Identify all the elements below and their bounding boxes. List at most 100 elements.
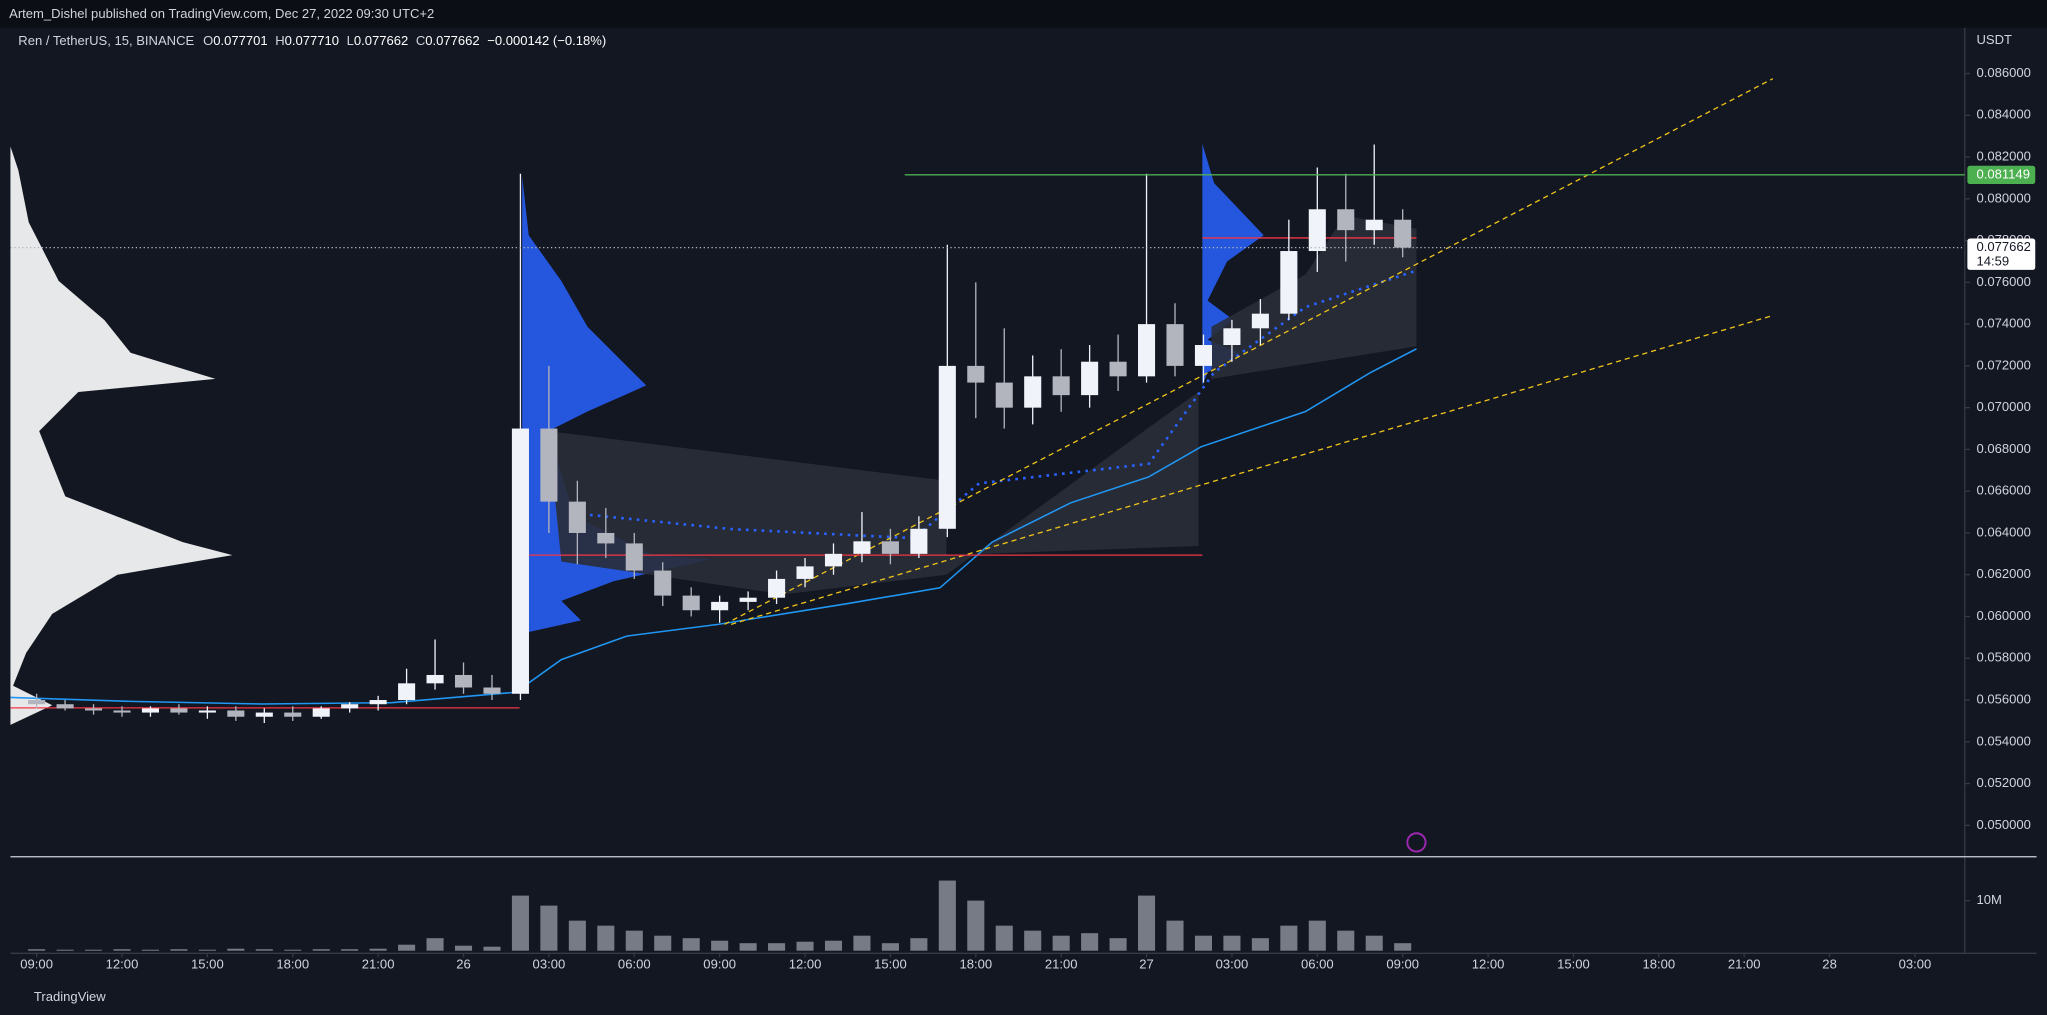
volume-bar bbox=[739, 943, 757, 951]
volume-bar bbox=[1138, 895, 1156, 951]
price-tag-label: 0.077662 bbox=[1977, 239, 2031, 254]
x-tick-label: 03:00 bbox=[1216, 957, 1249, 972]
volume-bar bbox=[426, 938, 444, 951]
volume-bar bbox=[28, 949, 46, 951]
legend-symbol: Ren / TetherUS, 15, BINANCE bbox=[18, 34, 194, 49]
legend-label: H bbox=[275, 34, 284, 49]
candle-body bbox=[938, 365, 956, 529]
alert-icon[interactable] bbox=[1406, 832, 1427, 853]
volume-bar bbox=[170, 949, 188, 951]
price-tag bbox=[1967, 165, 2036, 184]
volume-bar bbox=[85, 949, 103, 951]
volume-bar bbox=[56, 949, 74, 951]
x-tick-label: 15:00 bbox=[191, 957, 224, 972]
volume-bar bbox=[227, 948, 245, 951]
candle-body bbox=[1308, 209, 1326, 252]
candle-body bbox=[1081, 361, 1099, 396]
candle-body bbox=[170, 708, 188, 713]
volume-bar bbox=[1280, 925, 1298, 951]
x-tick-label: 12:00 bbox=[106, 957, 139, 972]
y-tick-label: 0.052000 bbox=[1977, 775, 2031, 790]
countdown: 14:59 bbox=[1977, 253, 2010, 268]
candle-body bbox=[1024, 376, 1042, 408]
candle-body bbox=[711, 601, 729, 611]
x-tick-label: 21:00 bbox=[362, 957, 395, 972]
candle-body bbox=[1223, 328, 1241, 346]
x-tick-label: 27 bbox=[1139, 957, 1154, 972]
candle-body bbox=[739, 597, 757, 602]
candle-body bbox=[625, 543, 643, 571]
candle-body bbox=[511, 428, 529, 694]
x-tick-label: 03:00 bbox=[533, 957, 566, 972]
candle-body bbox=[141, 708, 160, 713]
legend-value: 0.077662 bbox=[354, 34, 408, 49]
trend-line bbox=[724, 78, 1774, 625]
candle-body bbox=[1109, 361, 1127, 377]
candle-body bbox=[1280, 251, 1298, 314]
volume-bar bbox=[910, 938, 928, 951]
y-tick-label: 0.054000 bbox=[1977, 733, 2031, 748]
volume-bar bbox=[341, 949, 359, 951]
volume-bar bbox=[1337, 930, 1355, 951]
volume-bar bbox=[711, 940, 729, 951]
volume-bar bbox=[625, 930, 643, 951]
candle-body bbox=[198, 710, 216, 713]
volume-bar bbox=[1365, 935, 1383, 951]
legend-value: 0.077662 bbox=[425, 34, 479, 49]
candle-body bbox=[1337, 209, 1355, 231]
trend-line bbox=[730, 315, 1771, 625]
y-tick-label: 0.074000 bbox=[1977, 316, 2031, 331]
x-tick-label: 09:00 bbox=[20, 957, 53, 972]
y-tick-label: 0.086000 bbox=[1977, 65, 2031, 80]
header-bar bbox=[0, 0, 2047, 28]
candle-body bbox=[312, 708, 330, 717]
candle-body bbox=[1394, 219, 1412, 248]
vwap-band bbox=[548, 391, 1199, 595]
volume-bar bbox=[198, 949, 216, 951]
y-tick-label: 10M bbox=[1977, 892, 2002, 907]
candle-body bbox=[426, 674, 444, 684]
x-tick-label: 21:00 bbox=[1045, 957, 1078, 972]
x-tick-label: 06:00 bbox=[618, 957, 651, 972]
y-tick-label: 0.068000 bbox=[1977, 441, 2031, 456]
volume-bar bbox=[1024, 930, 1042, 951]
y-tick-label: 0.056000 bbox=[1977, 691, 2031, 706]
price-tag bbox=[1967, 238, 2036, 270]
moving-average bbox=[10, 348, 1417, 705]
volume-bar bbox=[938, 880, 956, 951]
candle-body bbox=[85, 708, 103, 711]
candle-body bbox=[227, 710, 245, 717]
candle-body bbox=[1052, 376, 1070, 396]
candle-body bbox=[540, 428, 558, 502]
candle-body bbox=[28, 700, 46, 705]
volume-bar bbox=[483, 946, 501, 951]
candle-body bbox=[284, 712, 302, 717]
candle-body bbox=[1194, 345, 1213, 366]
legend-label: L bbox=[347, 34, 354, 49]
candle-body bbox=[995, 382, 1013, 408]
volume-bar bbox=[113, 949, 131, 951]
x-tick-label: 18:00 bbox=[959, 957, 992, 972]
candle-body bbox=[597, 532, 615, 544]
x-tick-label: 12:00 bbox=[1472, 957, 1505, 972]
y-tick-label: 0.076000 bbox=[1977, 274, 2031, 289]
volume-bar bbox=[312, 949, 330, 951]
candle-body bbox=[967, 365, 985, 383]
volume-bar bbox=[398, 944, 416, 951]
candle-body bbox=[910, 528, 928, 554]
legend-value: 0.077710 bbox=[285, 34, 339, 49]
volume-bar bbox=[369, 948, 387, 951]
volume-bar bbox=[568, 920, 586, 951]
x-tick-label: 09:00 bbox=[703, 957, 736, 972]
footer-brand: TradingView bbox=[34, 989, 106, 1004]
candle-body bbox=[881, 541, 899, 554]
volume-bar bbox=[1052, 935, 1070, 951]
y-tick-label: 0.060000 bbox=[1977, 608, 2031, 623]
y-tick-label: 0.072000 bbox=[1977, 357, 2031, 372]
candle-body bbox=[824, 553, 843, 567]
volume-bar bbox=[1251, 938, 1269, 951]
legend: Ren / TetherUS, 15, BINANCE O0.077701 H0… bbox=[18, 34, 606, 49]
volume-bar bbox=[597, 925, 615, 951]
drawings bbox=[10, 78, 1774, 853]
volume-bar bbox=[1081, 933, 1099, 951]
